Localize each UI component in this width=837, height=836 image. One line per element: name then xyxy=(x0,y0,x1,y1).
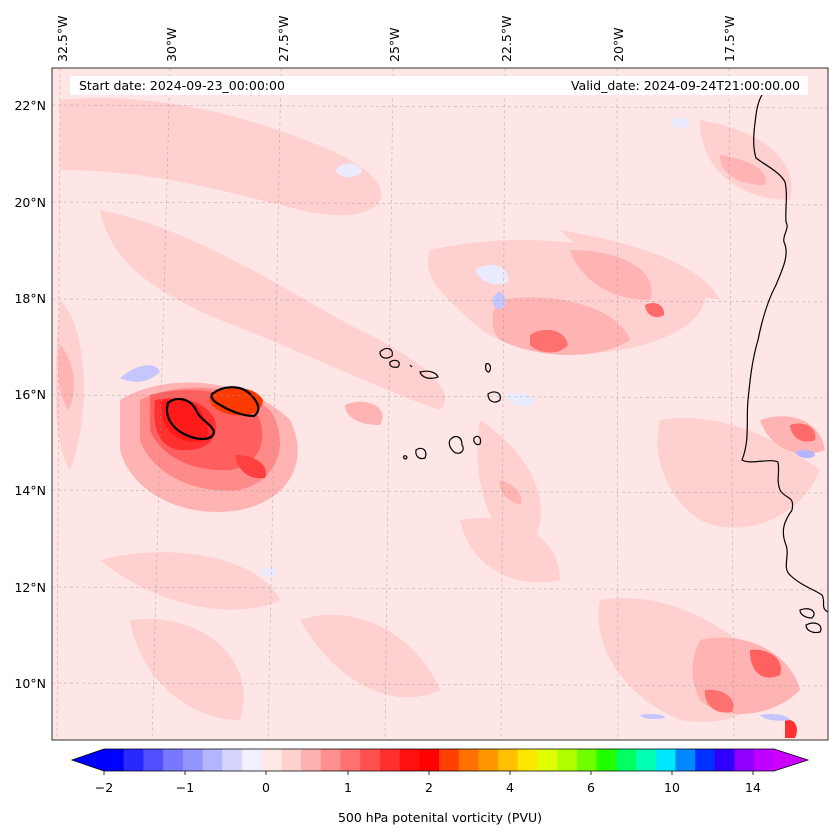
colorbar-block xyxy=(576,749,598,771)
colorbar-block xyxy=(163,749,184,771)
plot-area: Start date: 2024-09-23_00:00:00 Valid_da… xyxy=(52,68,828,740)
info-banner: Start date: 2024-09-23_00:00:00 Valid_da… xyxy=(70,76,808,95)
colorbar-block xyxy=(734,749,755,771)
lon-label: 25°W xyxy=(387,27,402,62)
lon-label: 32.5°W xyxy=(55,16,70,62)
colorbar-block xyxy=(458,749,479,771)
colorbar-block xyxy=(301,749,322,771)
lat-label: 12°N xyxy=(14,580,46,595)
colorbar-block xyxy=(261,749,282,771)
colorbar-block xyxy=(222,749,243,771)
plot-frame xyxy=(51,67,829,741)
colorbar-block xyxy=(340,749,361,771)
colorbar-block xyxy=(636,749,657,771)
colorbar-ticks xyxy=(103,771,754,775)
map-gridlines xyxy=(52,68,828,740)
colorbar-block xyxy=(419,749,440,771)
lat-label: 16°N xyxy=(14,387,46,402)
lon-label: 20°W xyxy=(611,27,626,62)
colorbar-block xyxy=(616,749,637,771)
pv-high-contours xyxy=(140,303,816,738)
colorbar-block xyxy=(123,749,144,771)
colorbar-tick-label: 2 xyxy=(425,780,433,795)
colorbar-block xyxy=(537,749,558,771)
pv-negative-contours xyxy=(120,117,815,721)
colorbar-tick-label: −2 xyxy=(95,780,113,795)
lon-label: 17.5°W xyxy=(722,16,737,62)
colorbar-tick-label: 1 xyxy=(344,780,352,795)
colorbar-block xyxy=(202,749,223,771)
colorbar-block xyxy=(517,749,538,771)
pv-contour-lines xyxy=(165,386,260,441)
lon-label: 30°W xyxy=(164,27,179,62)
colorbar-block xyxy=(655,749,676,771)
lat-label: 18°N xyxy=(14,291,46,306)
colorbar-extend-min xyxy=(72,749,104,771)
colorbar-block xyxy=(557,749,578,771)
start-date-label: Start date: 2024-09-23_00:00:00 xyxy=(79,78,285,93)
colorbar-block xyxy=(320,749,341,771)
colorbar-tick-label: 0 xyxy=(262,780,270,795)
colorbar-block xyxy=(478,749,499,771)
lat-label: 10°N xyxy=(14,676,46,691)
colorbar-tick-label: 4 xyxy=(506,780,514,795)
colorbar-block xyxy=(360,749,381,771)
colorbar-block xyxy=(439,749,460,771)
colorbar-block xyxy=(182,749,203,771)
lat-label: 20°N xyxy=(14,195,46,210)
colorbar-tick-label: 14 xyxy=(745,780,761,795)
colorbar-block xyxy=(241,749,263,771)
colorbar-block xyxy=(498,749,519,771)
colorbar-block xyxy=(143,749,164,771)
colorbar-block xyxy=(281,749,302,771)
coastlines xyxy=(379,85,828,634)
colorbar-block xyxy=(104,749,125,771)
colorbar-block xyxy=(675,749,696,771)
colorbar-outline xyxy=(70,748,810,772)
colorbar-block xyxy=(754,749,775,771)
longitude-labels: 32.5°W 30°W 27.5°W 25°W 22.5°W 20°W 17.5… xyxy=(55,16,737,62)
colorbar-label: 500 hPa potenital vorticity (PVU) xyxy=(338,810,542,825)
colorbar-tick-label: 10 xyxy=(664,780,680,795)
lat-label: 22°N xyxy=(14,98,46,113)
latitude-labels: 22°N 20°N 18°N 16°N 14°N 12°N 10°N xyxy=(14,98,46,691)
colorbar-block xyxy=(714,749,735,771)
valid-date-label: Valid_date: 2024-09-24T21:00:00.00 xyxy=(571,78,800,93)
colorbar-tick-labels: −2 −1 0 1 2 4 6 10 14 xyxy=(95,780,761,795)
colorbar-block xyxy=(379,749,400,771)
lon-label: 22.5°W xyxy=(499,16,514,62)
colorbar-extend-max xyxy=(774,749,808,771)
colorbar-block xyxy=(399,749,420,771)
colorbar-blocks xyxy=(104,749,775,771)
lat-label: 14°N xyxy=(14,483,46,498)
colorbar-block xyxy=(596,749,617,771)
colorbar-block xyxy=(695,749,716,771)
colorbar: −2 −1 0 1 2 4 6 10 14 500 hPa potenital … xyxy=(70,748,810,825)
colorbar-tick-label: −1 xyxy=(176,780,194,795)
lon-label: 27.5°W xyxy=(276,16,291,62)
colorbar-tick-label: 6 xyxy=(587,780,595,795)
